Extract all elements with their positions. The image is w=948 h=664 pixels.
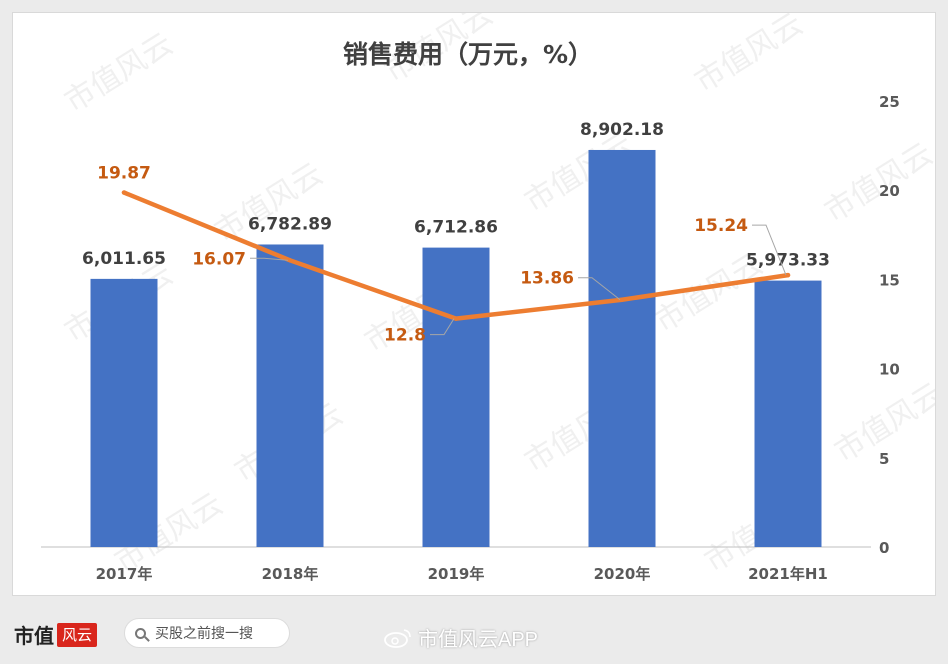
leader-line bbox=[250, 257, 289, 261]
watermark-text: 市值风云 bbox=[819, 137, 935, 230]
brand-mark: 风云 bbox=[57, 622, 98, 647]
bar bbox=[90, 278, 158, 547]
line-point bbox=[121, 190, 127, 195]
x-tick-label: 2021年H1 bbox=[748, 565, 828, 583]
search-text: 买股之前搜一搜 bbox=[155, 625, 253, 641]
leader-line bbox=[752, 224, 787, 276]
bar bbox=[256, 244, 324, 548]
bar-value-label: 6,782.89 bbox=[248, 214, 332, 234]
watermark-text: 市值风云 bbox=[59, 27, 179, 120]
line-value-label: 19.87 bbox=[97, 164, 151, 184]
y-tick-label: 25 bbox=[879, 93, 900, 111]
x-tick-label: 2017年 bbox=[96, 565, 153, 583]
watermark-text: 市值风云 bbox=[689, 13, 809, 100]
bars bbox=[90, 149, 822, 548]
leader-line bbox=[578, 277, 621, 301]
weibo-watermark: 市值风云APP bbox=[384, 623, 538, 652]
search-icon bbox=[135, 627, 146, 639]
x-tick-label: 2020年 bbox=[594, 565, 651, 583]
bar-value-label: 6,712.86 bbox=[414, 218, 498, 238]
x-tick-label: 2019年 bbox=[428, 565, 485, 583]
bar bbox=[588, 149, 656, 547]
chart-title: 销售费用（万元，%） bbox=[343, 40, 593, 69]
bar bbox=[422, 247, 490, 547]
line-point bbox=[287, 258, 293, 263]
y-tick-label: 0 bbox=[879, 539, 889, 557]
bar-value-label: 8,902.18 bbox=[580, 120, 664, 140]
line-value-label: 13.86 bbox=[520, 269, 574, 289]
chart-card: 市值风云 市值风云 市值风云 市值风云 市值风云 市值风云 市值风云 市值风云 市值风云 市值风云… bbox=[12, 12, 936, 596]
line-value-label: 12.8 bbox=[384, 326, 426, 346]
bar bbox=[754, 280, 822, 547]
line-series bbox=[121, 190, 791, 321]
footer: 市值 风云 买股之前搜一搜 市值风云APP bbox=[0, 606, 948, 664]
data-labels: 6,011.65 6,782.89 6,712.86 8,902.18 5,973.33… bbox=[82, 120, 830, 346]
line-point bbox=[785, 272, 791, 278]
bar-value-label: 6,011.65 bbox=[82, 249, 166, 269]
x-axis-ticks: 2017年 2018年 2019年 2020年 2021年H1 bbox=[96, 565, 828, 583]
y-axis-right-ticks: 0 5 10 15 20 25 bbox=[879, 93, 900, 557]
line-point bbox=[619, 297, 625, 302]
line-value-label: 16.07 bbox=[192, 249, 246, 269]
weibo-text: 市值风云APP bbox=[418, 629, 539, 651]
y-tick-label: 20 bbox=[879, 182, 900, 200]
y-tick-label: 10 bbox=[879, 361, 900, 379]
bar-value-label: 5,973.33 bbox=[746, 251, 830, 271]
line-value-label: 15.24 bbox=[694, 216, 748, 236]
weibo-icon bbox=[384, 628, 411, 648]
x-tick-label: 2018年 bbox=[262, 565, 319, 583]
leader-line bbox=[430, 318, 455, 336]
brand-logo: 市值 风云 bbox=[14, 620, 98, 649]
y-tick-label: 5 bbox=[879, 450, 889, 468]
brand-name: 市值 bbox=[14, 624, 54, 648]
line-point bbox=[453, 316, 459, 321]
y-tick-label: 15 bbox=[879, 271, 900, 289]
search-box[interactable]: 买股之前搜一搜 bbox=[124, 618, 290, 648]
